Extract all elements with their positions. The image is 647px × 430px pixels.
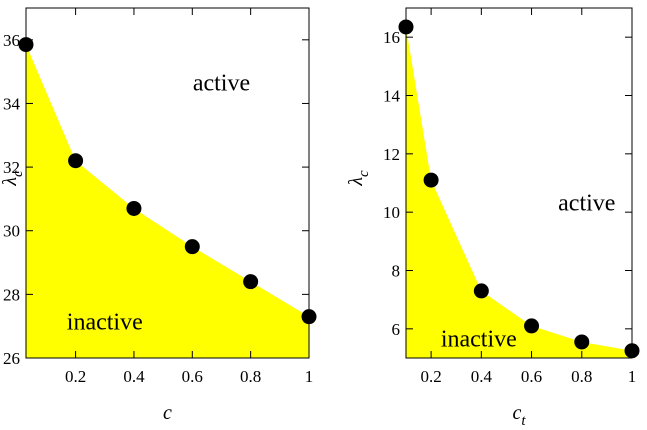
chart-2-plot: 0.2 0.4 0.6 0.8 16810121416activeinactivectλ… [345,7,640,429]
chart-1-y-axis-label-subscript: c [10,170,26,177]
chart-1-region-label-active: active [193,71,250,97]
chart-2-x-axis-label-subscript: t [521,413,526,429]
chart-2-ytick-label: 12 [383,145,400,164]
chart-1-data-point [68,153,84,169]
chart-2-data-point [574,334,590,350]
chart-2-ytick-label: 14 [383,87,401,106]
chart-2-y-axis-label: λc [345,170,372,187]
chart-2-ytick-label: 16 [383,28,400,47]
chart-2-inactive-region [406,26,632,358]
chart-1-data-point [301,309,317,325]
chart-2-xtick-label: 0.8 [571,367,592,386]
chart-2-region-label-active: active [558,191,615,217]
chart-2-xtick-label: 0.4 [471,367,493,386]
chart-1-xtick-label: 0.2 [65,367,86,386]
chart-2-ytick-label: 10 [383,203,400,222]
chart-2-data-point [473,283,489,299]
chart-2-y-axis-label-subscript: c [356,170,372,177]
chart-2-xtick-label: 1 [628,367,637,386]
chart-1-plot: 0.2 0.4 0.6 0.8 1 26 28 30 32 34 36 active inactive c… [0,7,317,424]
chart-1-frame [25,7,310,359]
chart-1-x-axis-label: c [163,402,172,424]
chart-2-frame [405,7,633,359]
chart-1-data-point [184,239,200,255]
chart-2-x-axis-label: ct [512,402,526,429]
chart-1-data-point [243,274,259,290]
chart-1-xtick-label: 0.6 [182,367,203,386]
chart-1-region-label-inactive: inactive [67,309,143,335]
chart-1-ytick-label: 28 [3,285,20,304]
chart-1-xtick-label: 1 [305,367,314,386]
chart-2-data-point [398,19,414,35]
chart-1-xtick-label: 0.4 [123,367,145,386]
chart-2-region-label-inactive: inactive [441,326,517,352]
chart-2-xtick-label: 0.2 [420,367,441,386]
chart-2-data-point [423,172,439,188]
chart-1-ytick-label: 32 [3,158,20,177]
chart-2-xtick-label: 0.6 [521,367,542,386]
chart-1-data-point [126,200,142,216]
chart-1-xtick-label: 0.8 [240,367,261,386]
chart-1-inactive-region [26,44,309,358]
chart-2-data-point [524,318,540,334]
chart-1-ytick-label: 36 [3,31,20,50]
chart-1-data-point [18,37,34,53]
chart-2-data-point [624,343,640,359]
chart-2-ytick-label: 6 [392,320,401,339]
chart-2-ytick-label: 8 [392,262,401,281]
chart-1-ytick-label: 34 [3,94,21,113]
chart-1-ytick-label: 30 [3,222,20,241]
chart-1-ytick-label: 26 [3,349,20,368]
